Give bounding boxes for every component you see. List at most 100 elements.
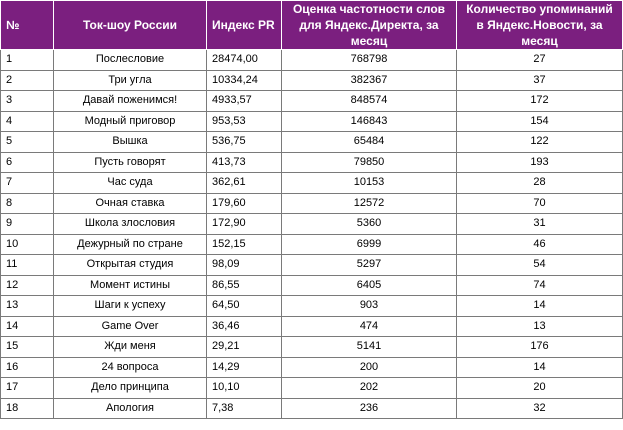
cell-mentions: 54: [456, 254, 623, 276]
table-row: 16 24 вопроса 14,29 200 14: [0, 356, 623, 378]
cell-pr-index: 179,60: [206, 192, 282, 214]
table-row: 17 Дело принципа 10,10 202 20: [0, 377, 623, 399]
cell-number: 13: [0, 295, 54, 317]
cell-number: 16: [0, 356, 54, 378]
cell-pr-index: 953,53: [206, 110, 282, 132]
cell-talk-show: Давай поженимся!: [53, 90, 207, 112]
table-header: № Ток-шоу России Индекс PR Оценка частот…: [0, 0, 623, 50]
cell-mentions: 37: [456, 69, 623, 91]
cell-pr-index: 86,55: [206, 274, 282, 296]
cell-frequency: 10153: [281, 172, 457, 194]
cell-pr-index: 536,75: [206, 131, 282, 153]
cell-mentions: 176: [456, 336, 623, 358]
table-row: 8 Очная ставка 179,60 12572 70: [0, 192, 623, 214]
table-row: 2 Три угла 10334,24 382367 37: [0, 69, 623, 91]
cell-pr-index: 14,29: [206, 356, 282, 378]
cell-talk-show: Модный приговор: [53, 110, 207, 132]
cell-number: 9: [0, 213, 54, 235]
cell-pr-index: 362,61: [206, 172, 282, 194]
cell-pr-index: 413,73: [206, 151, 282, 173]
table-row: 12 Момент истины 86,55 6405 74: [0, 274, 623, 296]
cell-talk-show: Три угла: [53, 69, 207, 91]
cell-talk-show: Game Over: [53, 315, 207, 337]
cell-frequency: 200: [281, 356, 457, 378]
table-row: 18 Апология 7,38 236 32: [0, 397, 623, 419]
cell-talk-show: Апология: [53, 397, 207, 419]
cell-number: 8: [0, 192, 54, 214]
cell-talk-show: Дежурный по стране: [53, 233, 207, 255]
table-row: 10 Дежурный по стране 152,15 6999 46: [0, 233, 623, 255]
cell-number: 6: [0, 151, 54, 173]
table-row: 6 Пусть говорят 413,73 79850 193: [0, 151, 623, 173]
table-row: 1 Послесловие 28474,00 768798 27: [0, 49, 623, 71]
cell-talk-show: Жди меня: [53, 336, 207, 358]
cell-number: 7: [0, 172, 54, 194]
table-body: 1 Послесловие 28474,00 768798 27 2 Три у…: [0, 49, 623, 419]
cell-mentions: 32: [456, 397, 623, 419]
cell-frequency: 768798: [281, 49, 457, 71]
header-row: № Ток-шоу России Индекс PR Оценка частот…: [0, 0, 623, 50]
cell-frequency: 65484: [281, 131, 457, 153]
cell-frequency: 6405: [281, 274, 457, 296]
cell-talk-show: Час суда: [53, 172, 207, 194]
cell-mentions: 154: [456, 110, 623, 132]
cell-number: 10: [0, 233, 54, 255]
cell-frequency: 146843: [281, 110, 457, 132]
cell-frequency: 903: [281, 295, 457, 317]
table-row: 15 Жди меня 29,21 5141 176: [0, 336, 623, 358]
table-row: 5 Вышка 536,75 65484 122: [0, 131, 623, 153]
cell-number: 15: [0, 336, 54, 358]
cell-number: 11: [0, 254, 54, 276]
cell-mentions: 28: [456, 172, 623, 194]
cell-mentions: 31: [456, 213, 623, 235]
cell-frequency: 5360: [281, 213, 457, 235]
cell-frequency: 12572: [281, 192, 457, 214]
talk-show-ranking-table: № Ток-шоу России Индекс PR Оценка частот…: [0, 0, 623, 419]
header-yandex-news-mentions: Количество упоминаний в Яндекс.Новости, …: [456, 0, 623, 50]
cell-mentions: 20: [456, 377, 623, 399]
table-row: 9 Школа злословия 172,90 5360 31: [0, 213, 623, 235]
cell-number: 2: [0, 69, 54, 91]
cell-number: 3: [0, 90, 54, 112]
cell-pr-index: 29,21: [206, 336, 282, 358]
cell-number: 17: [0, 377, 54, 399]
cell-mentions: 172: [456, 90, 623, 112]
cell-talk-show: Шаги к успеху: [53, 295, 207, 317]
cell-frequency: 474: [281, 315, 457, 337]
cell-talk-show: Очная ставка: [53, 192, 207, 214]
cell-frequency: 6999: [281, 233, 457, 255]
cell-pr-index: 172,90: [206, 213, 282, 235]
cell-talk-show: Дело принципа: [53, 377, 207, 399]
cell-pr-index: 7,38: [206, 397, 282, 419]
cell-mentions: 14: [456, 356, 623, 378]
cell-talk-show: Школа злословия: [53, 213, 207, 235]
cell-talk-show: Пусть говорят: [53, 151, 207, 173]
cell-pr-index: 10,10: [206, 377, 282, 399]
cell-frequency: 202: [281, 377, 457, 399]
cell-frequency: 848574: [281, 90, 457, 112]
cell-mentions: 27: [456, 49, 623, 71]
table-row: 3 Давай поженимся! 4933,57 848574 172: [0, 90, 623, 112]
cell-pr-index: 36,46: [206, 315, 282, 337]
cell-mentions: 14: [456, 295, 623, 317]
cell-number: 14: [0, 315, 54, 337]
table-row: 11 Открытая студия 98,09 5297 54: [0, 254, 623, 276]
table-row: 14 Game Over 36,46 474 13: [0, 315, 623, 337]
table-row: 7 Час суда 362,61 10153 28: [0, 172, 623, 194]
cell-pr-index: 152,15: [206, 233, 282, 255]
cell-mentions: 122: [456, 131, 623, 153]
header-yandex-direct-frequency: Оценка частотности слов для Яндекс.Дирек…: [281, 0, 457, 50]
header-number: №: [0, 0, 54, 50]
cell-frequency: 236: [281, 397, 457, 419]
header-talk-show: Ток-шоу России: [53, 0, 207, 50]
header-pr-index: Индекс PR: [206, 0, 282, 50]
cell-mentions: 13: [456, 315, 623, 337]
cell-frequency: 79850: [281, 151, 457, 173]
cell-talk-show: Послесловие: [53, 49, 207, 71]
cell-pr-index: 98,09: [206, 254, 282, 276]
table-row: 13 Шаги к успеху 64,50 903 14: [0, 295, 623, 317]
cell-pr-index: 4933,57: [206, 90, 282, 112]
cell-mentions: 193: [456, 151, 623, 173]
cell-number: 12: [0, 274, 54, 296]
table-row: 4 Модный приговор 953,53 146843 154: [0, 110, 623, 132]
